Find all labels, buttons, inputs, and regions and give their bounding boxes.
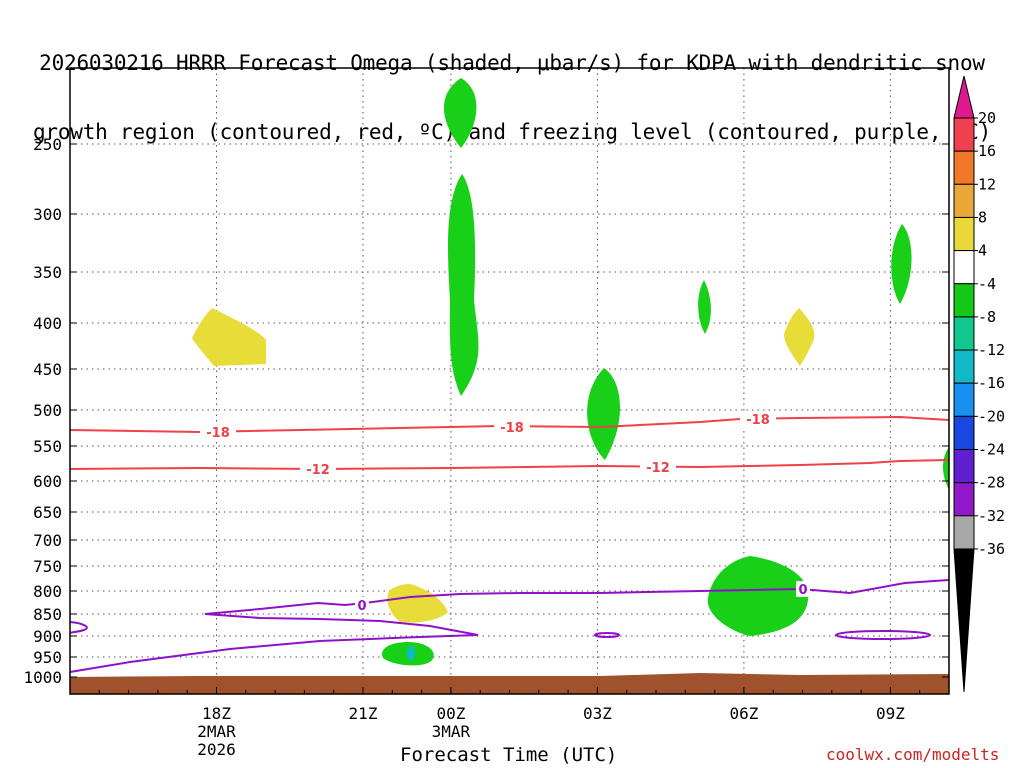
title-line-2: growth region (contoured, red, ºC) and f… <box>32 120 992 144</box>
x-tick-date: 2MAR <box>197 722 236 741</box>
grid-layer <box>70 68 949 694</box>
colorbar-label: 16 <box>978 142 996 160</box>
omega-yellow-19z <box>192 308 266 366</box>
ground-layer <box>70 673 949 694</box>
freezing-level-main <box>204 579 950 615</box>
y-tick-label: 650 <box>33 503 62 522</box>
colorbar: 20 16 12 8 4 -4 -8 -12 -16 -20 -24 -28 -32 -36 <box>953 75 1005 693</box>
x-tick-label: 00Z <box>436 704 465 723</box>
colorbar-segment <box>953 250 975 285</box>
freezing-level-left-tail <box>69 621 88 634</box>
label-minus12-b: -12 <box>646 461 670 476</box>
x-axis-label: Forecast Time (UTC) <box>400 744 618 766</box>
y-tick-label: 450 <box>33 360 62 379</box>
omega-green-03z <box>587 368 620 460</box>
x-tick-label: 18Z <box>202 704 231 723</box>
x-tick-label: 21Z <box>349 704 378 723</box>
omega-fill-layer <box>192 78 949 666</box>
contour-minus12-line <box>69 459 950 471</box>
contour-layer: -18 -18 -18 -12 -12 0 0 <box>69 411 950 673</box>
omega-yellow-07z <box>784 308 815 366</box>
freezing-level-loop-lower <box>69 634 479 673</box>
colorbar-segment <box>953 150 975 185</box>
y-tick-label: 400 <box>33 314 62 333</box>
freezing-level-blip-03z <box>594 632 620 638</box>
colorbar-segment <box>953 382 975 417</box>
label-minus18-b: -18 <box>500 421 524 436</box>
y-tick-label: 550 <box>33 437 62 456</box>
colorbar-label: -12 <box>978 341 1005 359</box>
colorbar-segment <box>953 316 975 351</box>
x-tick-label: 03Z <box>583 704 612 723</box>
label-freezing-a: 0 <box>357 599 366 614</box>
y-tick-label: 300 <box>33 205 62 224</box>
label-minus18-a: -18 <box>206 426 230 441</box>
y-tick-label: 850 <box>33 605 62 624</box>
omega-teal-spot <box>406 645 416 661</box>
omega-yellow-23z <box>387 584 448 623</box>
colorbar-segment <box>953 449 975 484</box>
y-tick-label: 700 <box>33 531 62 550</box>
plot-frame <box>69 67 950 695</box>
colorbar-label: -32 <box>978 507 1005 525</box>
omega-green-column <box>447 174 479 396</box>
colorbar-label: -20 <box>978 407 1005 425</box>
y-tick-label: 250 <box>33 135 62 154</box>
colorbar-label: -28 <box>978 474 1005 492</box>
contour-minus18-line <box>69 415 950 434</box>
freezing-level-loop-upper <box>204 613 479 636</box>
colorbar-segment <box>953 117 975 152</box>
colorbar-segment <box>953 183 975 218</box>
y-tick-label: 1000 <box>23 668 62 687</box>
y-tick-label: 600 <box>33 472 62 491</box>
colorbar-bottom-arrow <box>953 548 975 693</box>
omega-green-right-edge <box>942 447 949 490</box>
omega-green-top <box>443 78 477 148</box>
colorbar-segment <box>953 216 975 252</box>
colorbar-label: -4 <box>978 275 996 293</box>
label-minus12-a: -12 <box>306 463 330 478</box>
colorbar-segment <box>953 349 975 384</box>
label-minus18-c: -18 <box>746 413 770 428</box>
colorbar-label: 20 <box>978 109 996 127</box>
colorbar-segment <box>953 415 975 451</box>
y-tick-label: 900 <box>33 627 62 646</box>
colorbar-segment <box>953 515 975 550</box>
x-tick-label: 09Z <box>876 704 905 723</box>
label-freezing-b: 0 <box>798 583 807 598</box>
x-tick-label: 06Z <box>729 704 758 723</box>
terrain-ground <box>70 673 949 694</box>
colorbar-label: 12 <box>978 175 996 193</box>
y-tick-label: 800 <box>33 582 62 601</box>
y-tick-label: 350 <box>33 263 62 282</box>
colorbar-segment <box>953 482 975 517</box>
omega-green-09z <box>891 224 912 304</box>
colorbar-segment <box>953 283 975 318</box>
y-tick-label: 750 <box>33 557 62 576</box>
colorbar-label: 8 <box>978 208 987 226</box>
y-tick-label: 500 <box>33 401 62 420</box>
colorbar-label: -16 <box>978 374 1005 392</box>
colorbar-label: -8 <box>978 308 996 326</box>
freezing-level-loop-08z <box>835 630 931 640</box>
x-tick-year: 2026 <box>197 740 236 759</box>
colorbar-label: -24 <box>978 441 1005 459</box>
omega-green-05z <box>698 280 711 334</box>
x-tick-date: 3MAR <box>432 722 471 741</box>
colorbar-label: -36 <box>978 540 1005 558</box>
omega-green-06z-low <box>707 556 809 636</box>
y-tick-label: 950 <box>33 648 62 667</box>
axis-tick-layer: 250 300 350 400 450 500 550 600 650 700 750 800 850 9… <box>23 135 949 759</box>
contour-labels: -18 -18 -18 -12 -12 0 0 <box>200 411 810 614</box>
colorbar-label: 4 <box>978 242 987 260</box>
site-credit: coolwx.com/modelts <box>826 745 1000 764</box>
colorbar-top-arrow <box>953 75 975 119</box>
